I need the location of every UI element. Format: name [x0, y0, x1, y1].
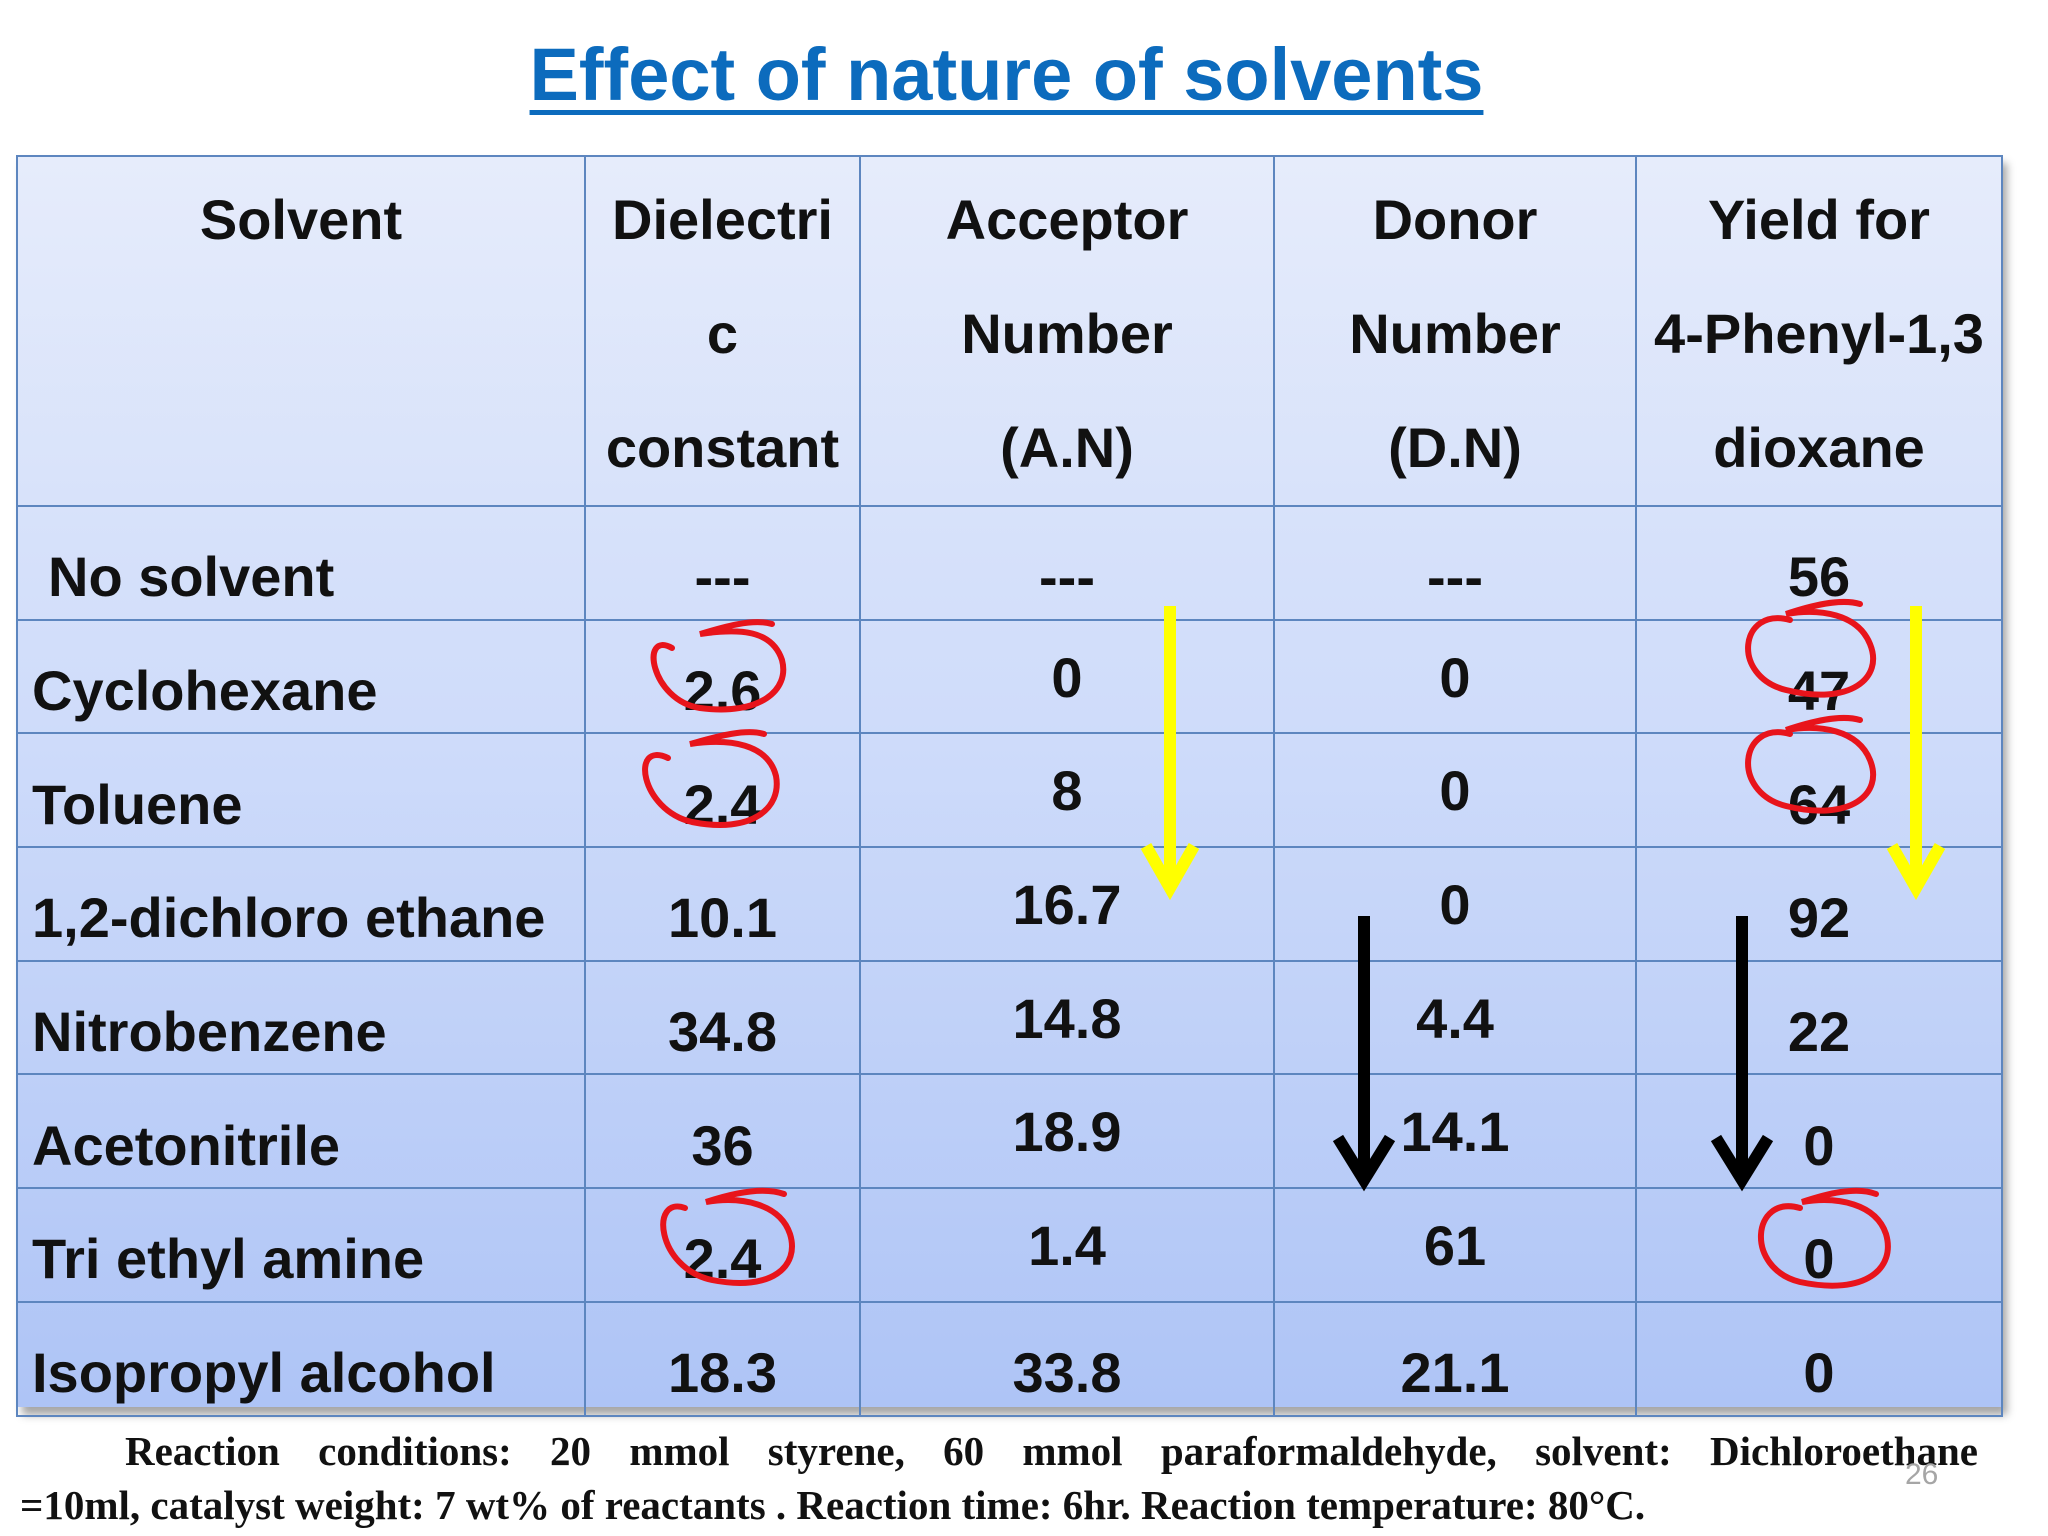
acceptor-cell: ---	[860, 506, 1274, 620]
dielectric-cell: 34.8	[585, 961, 860, 1075]
header-solvent: Solvent	[17, 156, 585, 506]
acceptor-cell: 18.9	[860, 1074, 1274, 1188]
dielectric-cell: 18.3	[585, 1302, 860, 1416]
yield-cell: 22	[1636, 961, 2002, 1075]
solvent-cell: Tri ethyl amine	[17, 1188, 585, 1302]
yield-cell: 64	[1636, 733, 2002, 847]
donor-cell: ---	[1274, 506, 1636, 620]
header-donor: Donor Number (D.N)	[1274, 156, 1636, 506]
acceptor-cell: 1.4	[860, 1188, 1274, 1302]
solvent-cell: Cyclohexane	[17, 620, 585, 734]
table-row: Cyclohexane 2.6 0 0 47	[17, 620, 2002, 734]
page-number: 26	[1905, 1458, 1938, 1492]
dielectric-cell: 2.4	[585, 733, 860, 847]
header-dielectric: Dielectri c constant	[585, 156, 860, 506]
solvent-cell: Isopropyl alcohol	[17, 1302, 585, 1416]
table-row: Toluene 2.4 8 0 64	[17, 733, 2002, 847]
reaction-conditions-footnote: Reaction conditions: 20 mmol styrene, 60…	[20, 1424, 1978, 1532]
donor-cell: 61	[1274, 1188, 1636, 1302]
donor-cell: 0	[1274, 733, 1636, 847]
footnote-line-1: Reaction conditions: 20 mmol styrene, 60…	[20, 1424, 1978, 1478]
table-row: No solvent --- --- --- 56	[17, 506, 2002, 620]
donor-cell: 14.1	[1274, 1074, 1636, 1188]
yield-cell: 0	[1636, 1074, 2002, 1188]
acceptor-cell: 33.8	[860, 1302, 1274, 1416]
yield-cell: 56	[1636, 506, 2002, 620]
acceptor-cell: 14.8	[860, 961, 1274, 1075]
donor-cell: 21.1	[1274, 1302, 1636, 1416]
table-header-row: Solvent Dielectri c constant Acceptor Numbe…	[17, 156, 2002, 506]
acceptor-cell: 0	[860, 620, 1274, 734]
donor-cell: 4.4	[1274, 961, 1636, 1075]
solvent-cell: 1,2-dichloro ethane	[17, 847, 585, 961]
donor-cell: 0	[1274, 847, 1636, 961]
acceptor-cell: 8	[860, 733, 1274, 847]
table-row: Tri ethyl amine 2.4 1.4 61 0	[17, 1188, 2002, 1302]
table-row: Isopropyl alcohol 18.3 33.8 21.1 0	[17, 1302, 2002, 1416]
solvent-cell: Nitrobenzene	[17, 961, 585, 1075]
yield-cell: 0	[1636, 1188, 2002, 1302]
dielectric-cell: 2.6	[585, 620, 860, 734]
yield-cell: 92	[1636, 847, 2002, 961]
solvent-cell: Toluene	[17, 733, 585, 847]
dielectric-cell: 10.1	[585, 847, 860, 961]
donor-cell: 0	[1274, 620, 1636, 734]
solvent-cell: No solvent	[17, 506, 585, 620]
dielectric-cell: 36	[585, 1074, 860, 1188]
table-row: Nitrobenzene 34.8 14.8 4.4 22	[17, 961, 2002, 1075]
acceptor-cell: 16.7	[860, 847, 1274, 961]
yield-cell: 0	[1636, 1302, 2002, 1416]
yield-cell: 47	[1636, 620, 2002, 734]
solvent-cell: Acetonitrile	[17, 1074, 585, 1188]
dielectric-cell: ---	[585, 506, 860, 620]
header-acceptor: Acceptor Number (A.N)	[860, 156, 1274, 506]
solvent-table: Solvent Dielectri c constant Acceptor Numbe…	[16, 155, 2001, 1407]
table-row: Acetonitrile 36 18.9 14.1 0	[17, 1074, 2002, 1188]
footnote-line-2: =10ml, catalyst weight: 7 wt% of reactan…	[20, 1478, 1978, 1532]
header-yield: Yield for 4-Phenyl-1,3 dioxane	[1636, 156, 2002, 506]
table-row: 1,2-dichloro ethane 10.1 16.7 0 92	[17, 847, 2002, 961]
slide-title: Effect of nature of solvents	[0, 32, 2013, 117]
dielectric-cell: 2.4	[585, 1188, 860, 1302]
